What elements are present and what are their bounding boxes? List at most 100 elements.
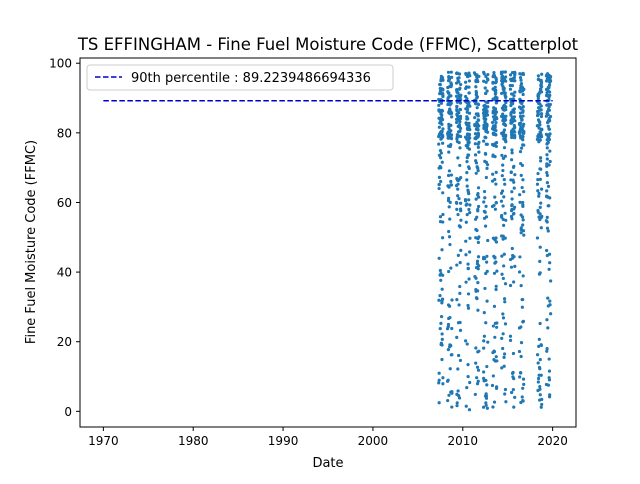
data-point <box>508 283 513 288</box>
y-tick-label-0: 0 <box>64 405 72 419</box>
data-point <box>439 321 443 326</box>
data-point <box>441 220 445 224</box>
data-point <box>449 70 453 74</box>
data-point <box>439 74 443 78</box>
data-point <box>538 384 542 389</box>
data-point <box>476 102 480 106</box>
data-point <box>512 126 517 130</box>
data-point <box>466 72 470 76</box>
data-point <box>545 349 549 353</box>
data-point <box>473 392 477 397</box>
legend-box <box>86 64 394 91</box>
data-point <box>465 386 469 390</box>
data-point <box>476 368 481 372</box>
data-point <box>536 189 540 193</box>
data-point <box>448 242 452 247</box>
data-point <box>476 186 481 190</box>
data-point <box>546 85 550 89</box>
data-point <box>475 262 480 266</box>
data-point <box>456 124 460 129</box>
data-point <box>544 132 549 136</box>
data-point <box>464 239 468 243</box>
data-point <box>520 395 524 399</box>
data-point <box>449 123 453 127</box>
data-point <box>538 393 542 397</box>
data-point <box>449 81 453 85</box>
data-point <box>546 326 550 330</box>
data-point <box>483 86 487 90</box>
data-point <box>510 151 514 155</box>
data-point <box>445 379 450 383</box>
data-point <box>484 271 488 276</box>
data-point <box>521 92 525 97</box>
data-point <box>485 89 489 93</box>
data-point <box>475 365 480 369</box>
data-point <box>513 264 517 268</box>
data-point <box>548 393 552 397</box>
data-point <box>484 106 488 110</box>
data-point <box>501 346 505 351</box>
data-point <box>458 95 462 99</box>
data-point <box>494 88 498 92</box>
data-point <box>449 266 453 270</box>
data-point <box>500 91 504 96</box>
data-point <box>492 358 496 362</box>
data-point <box>491 75 495 79</box>
data-point <box>484 204 488 208</box>
data-point <box>485 383 489 387</box>
data-point <box>545 189 549 193</box>
data-point <box>437 125 441 129</box>
data-point <box>492 400 497 404</box>
data-point <box>485 260 489 264</box>
data-point <box>511 253 515 258</box>
data-point <box>518 149 523 154</box>
data-point <box>474 93 478 97</box>
data-point <box>500 254 504 258</box>
data-point <box>439 101 444 105</box>
data-point <box>539 104 543 108</box>
data-point <box>441 127 445 131</box>
data-point <box>517 349 522 354</box>
data-point <box>465 97 469 101</box>
data-point <box>493 335 497 339</box>
data-point <box>440 109 445 113</box>
data-point <box>511 351 516 356</box>
data-point <box>476 350 480 354</box>
data-point <box>491 172 495 176</box>
data-point <box>510 190 514 194</box>
data-point <box>446 173 451 178</box>
data-point <box>546 204 550 208</box>
data-point <box>465 212 469 217</box>
data-point <box>546 383 551 387</box>
data-point <box>437 256 441 260</box>
data-point <box>446 70 451 74</box>
data-point <box>547 127 552 131</box>
data-point <box>519 354 523 359</box>
data-point <box>484 394 488 398</box>
data-point <box>455 401 459 405</box>
data-point <box>459 248 463 253</box>
data-point <box>535 353 540 357</box>
data-point <box>482 116 486 121</box>
data-point <box>548 149 552 153</box>
data-point <box>537 337 541 341</box>
data-point <box>467 85 471 89</box>
data-point <box>508 334 513 338</box>
data-point <box>491 80 495 84</box>
data-point <box>546 109 550 114</box>
data-point <box>437 186 441 191</box>
data-point <box>485 166 489 170</box>
data-point <box>464 280 468 284</box>
data-point <box>546 229 550 233</box>
data-point <box>476 379 480 383</box>
data-point <box>536 171 540 176</box>
data-point <box>521 399 525 403</box>
data-point <box>521 274 525 278</box>
data-point <box>441 93 445 98</box>
data-point <box>447 229 451 234</box>
data-point <box>439 129 443 134</box>
data-point <box>503 236 507 240</box>
data-point <box>484 401 488 405</box>
legend: 90th percentile : 89.2239486694336 <box>86 64 394 91</box>
data-point <box>547 79 551 83</box>
